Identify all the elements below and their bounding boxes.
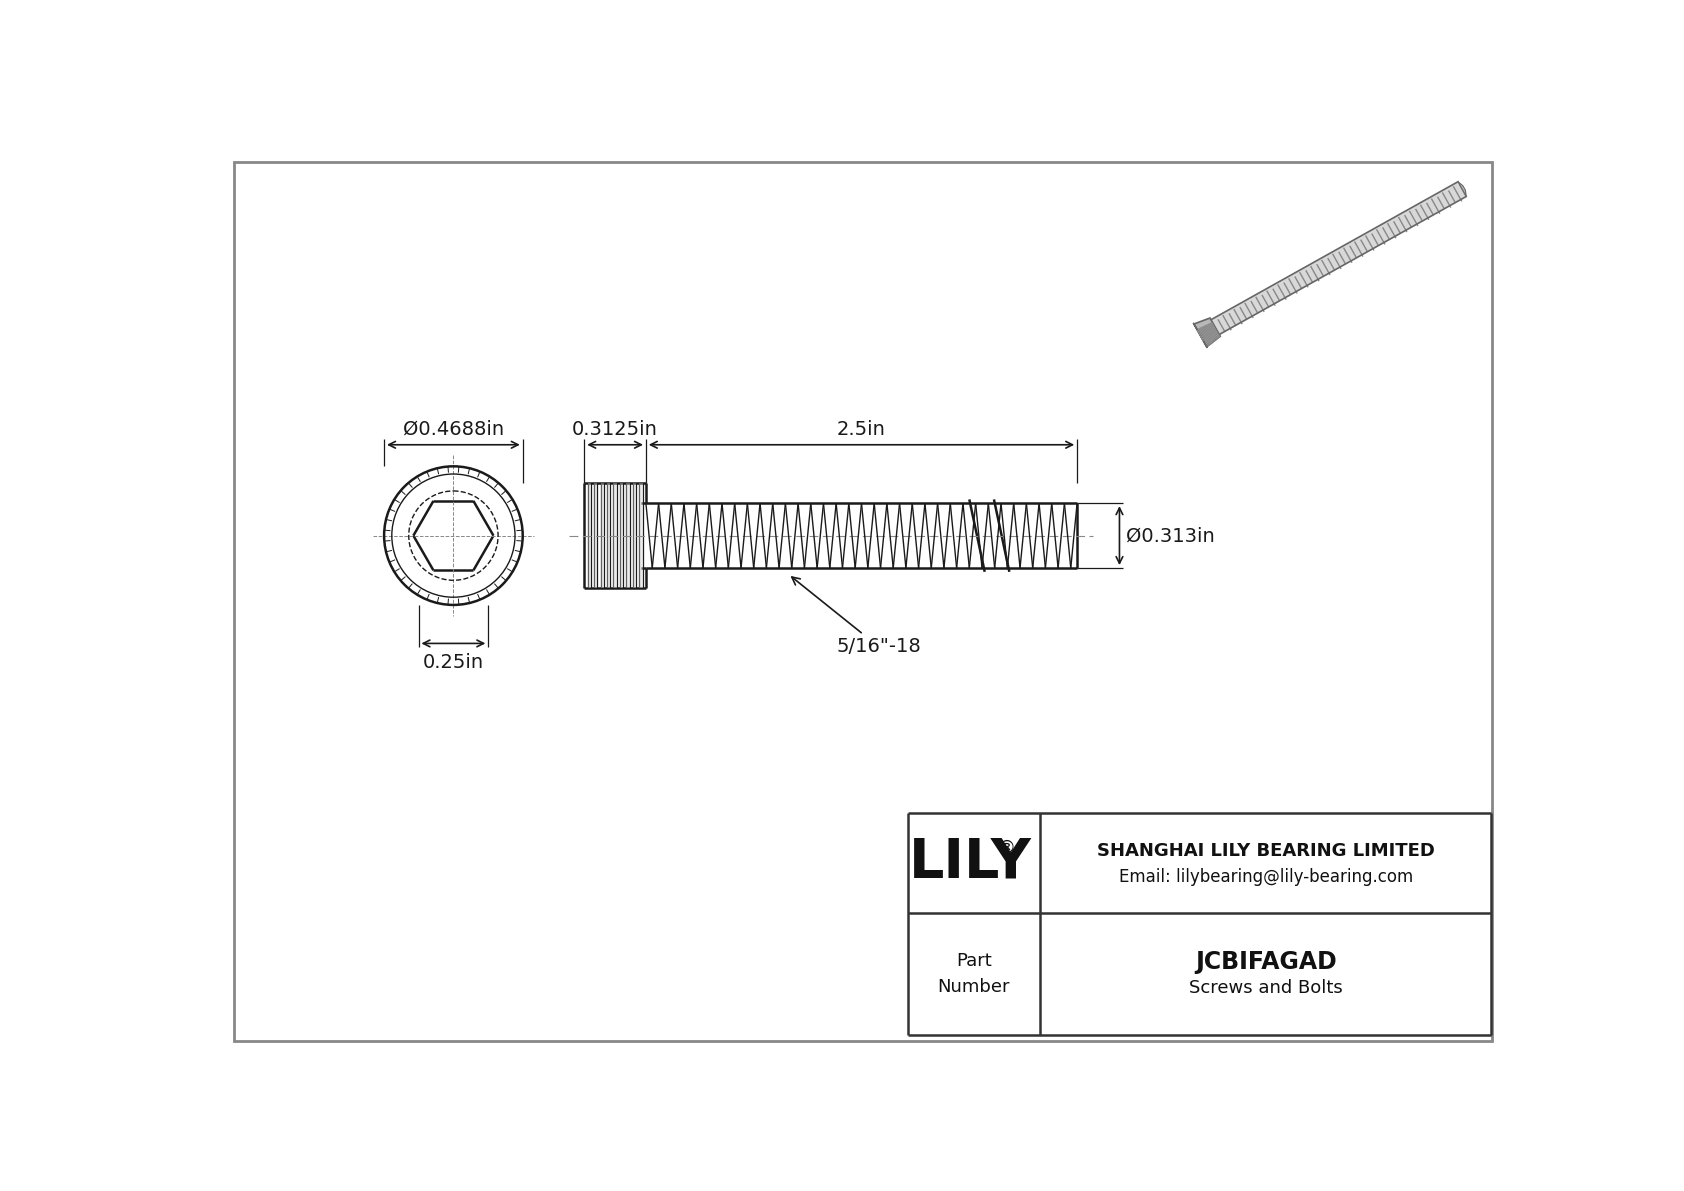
- Text: 5/16"-18: 5/16"-18: [791, 576, 921, 656]
- Text: LILY: LILY: [909, 836, 1032, 890]
- Polygon shape: [1197, 330, 1202, 341]
- Polygon shape: [1194, 323, 1207, 348]
- Polygon shape: [1211, 182, 1467, 335]
- Bar: [640, 484, 643, 588]
- Bar: [620, 484, 623, 588]
- Text: SHANGHAI LILY BEARING LIMITED: SHANGHAI LILY BEARING LIMITED: [1096, 842, 1435, 860]
- Text: JCBIFAGAD: JCBIFAGAD: [1196, 950, 1337, 974]
- Text: ®: ®: [997, 838, 1015, 856]
- Text: 0.3125in: 0.3125in: [573, 419, 658, 438]
- Polygon shape: [1194, 318, 1221, 347]
- Bar: [626, 484, 630, 588]
- Bar: [588, 484, 591, 588]
- Text: 2.5in: 2.5in: [837, 419, 886, 438]
- Bar: [601, 484, 605, 588]
- Text: 0.25in: 0.25in: [423, 653, 483, 672]
- Text: Part
Number: Part Number: [938, 952, 1010, 996]
- Text: Ø0.313in: Ø0.313in: [1125, 526, 1214, 545]
- Text: Screws and Bolts: Screws and Bolts: [1189, 979, 1342, 997]
- Bar: [613, 484, 616, 588]
- Polygon shape: [1458, 182, 1467, 197]
- Bar: [594, 484, 598, 588]
- Text: Email: lilybearing@lily-bearing.com: Email: lilybearing@lily-bearing.com: [1118, 868, 1413, 886]
- Bar: [633, 484, 637, 588]
- Bar: [606, 484, 610, 588]
- Text: Ø0.4688in: Ø0.4688in: [402, 419, 504, 438]
